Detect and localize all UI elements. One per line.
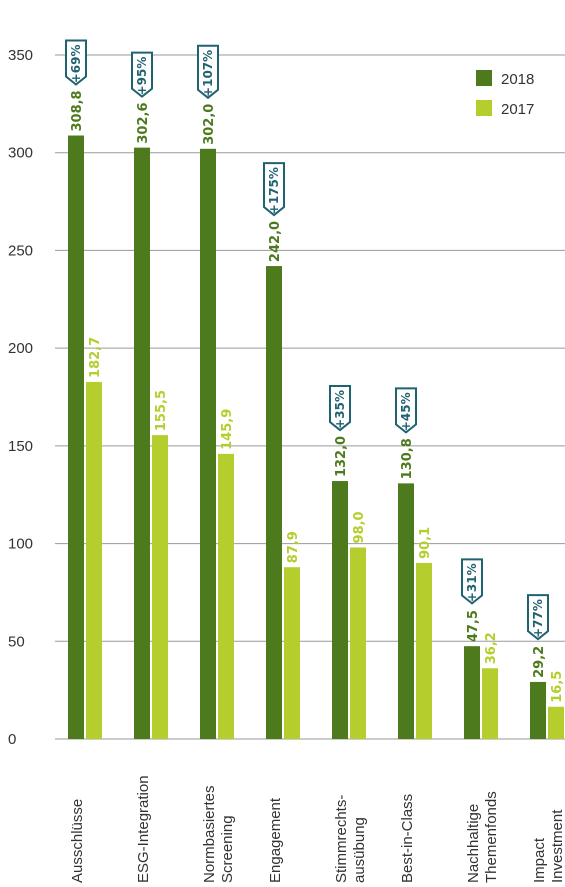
legend-label-2017: 2017: [501, 101, 534, 118]
bar-2017: [284, 567, 300, 739]
y-tick-label: 150: [8, 438, 33, 455]
change-badge: [395, 387, 417, 434]
data-label-2018: 308,8: [70, 90, 85, 131]
category-label: Impact: [531, 837, 548, 883]
category-label: Normbasiertes: [201, 785, 218, 883]
bar-2017: [218, 453, 234, 739]
y-tick-label: 0: [8, 731, 16, 748]
bar-2017: [350, 547, 366, 739]
bar-2018: [398, 483, 414, 739]
bar-2017: [152, 435, 168, 739]
change-label: +31%: [465, 563, 479, 602]
change-label: +35%: [333, 390, 347, 429]
category-label: Engagement: [267, 797, 284, 883]
data-label-2018: 47,5: [466, 610, 481, 642]
change-badge: [527, 594, 549, 641]
data-label-2017: 155,5: [154, 390, 169, 431]
data-label-2017: 98,0: [352, 511, 367, 543]
data-label-2018: 242,0: [268, 221, 283, 262]
change-badge: [263, 162, 285, 217]
bar-2017: [482, 668, 498, 739]
data-label-2018: 29,2: [532, 646, 547, 678]
data-label-2017: 90,1: [418, 527, 433, 559]
data-label-2017: 36,2: [484, 632, 499, 664]
bar-2018: [332, 481, 348, 739]
legend-swatch-2018: [476, 70, 492, 86]
data-label-2018: 132,0: [334, 436, 349, 477]
category-label: Investment: [549, 809, 565, 883]
bar-2018: [266, 266, 282, 739]
change-badge: [461, 558, 483, 605]
data-label-2018: 302,0: [202, 104, 217, 145]
data-label-2018: 302,6: [136, 103, 151, 144]
bar-2017: [86, 381, 102, 739]
category-label: Ausschlüsse: [69, 799, 86, 883]
bar-2017: [548, 706, 564, 739]
change-badge: [197, 44, 219, 100]
category-label: Themenfonds: [483, 791, 500, 883]
data-label-2017: 87,9: [286, 531, 301, 563]
bar-2018: [200, 148, 216, 739]
bar-2018: [530, 681, 546, 739]
category-label: Best-in-Class: [399, 794, 416, 883]
data-label-2017: 145,9: [220, 409, 235, 450]
change-label: +77%: [531, 599, 545, 638]
y-tick-label: 50: [8, 633, 25, 650]
data-label-2017: 16,5: [550, 671, 565, 703]
category-label: ESG-Integration: [135, 775, 152, 883]
legend-swatch-2017: [476, 100, 492, 116]
change-badge: [65, 39, 87, 86]
data-label-2018: 130,8: [400, 438, 415, 479]
bar-2018: [134, 147, 150, 739]
change-label: +107%: [201, 50, 215, 97]
category-label: Nachhaltige: [465, 804, 482, 883]
change-badge: [131, 51, 153, 98]
bar-2018: [464, 646, 480, 739]
category-label: Screening: [219, 815, 236, 883]
category-label: ausübung: [351, 817, 368, 883]
data-label-2017: 182,7: [88, 337, 103, 378]
y-tick-label: 350: [8, 47, 33, 64]
y-tick-label: 250: [8, 242, 33, 259]
y-tick-label: 200: [8, 340, 33, 357]
change-badge: [329, 385, 351, 432]
bar-2017: [416, 562, 432, 739]
change-label: +95%: [135, 57, 149, 96]
y-tick-label: 100: [8, 536, 33, 553]
category-label: Stimmrechts-: [333, 795, 350, 883]
y-tick-label: 300: [8, 145, 33, 162]
change-label: +175%: [267, 167, 281, 214]
change-label: +45%: [399, 392, 413, 431]
legend-label-2018: 2018: [501, 71, 534, 88]
change-label: +69%: [69, 45, 83, 84]
bar-2018: [68, 135, 84, 739]
